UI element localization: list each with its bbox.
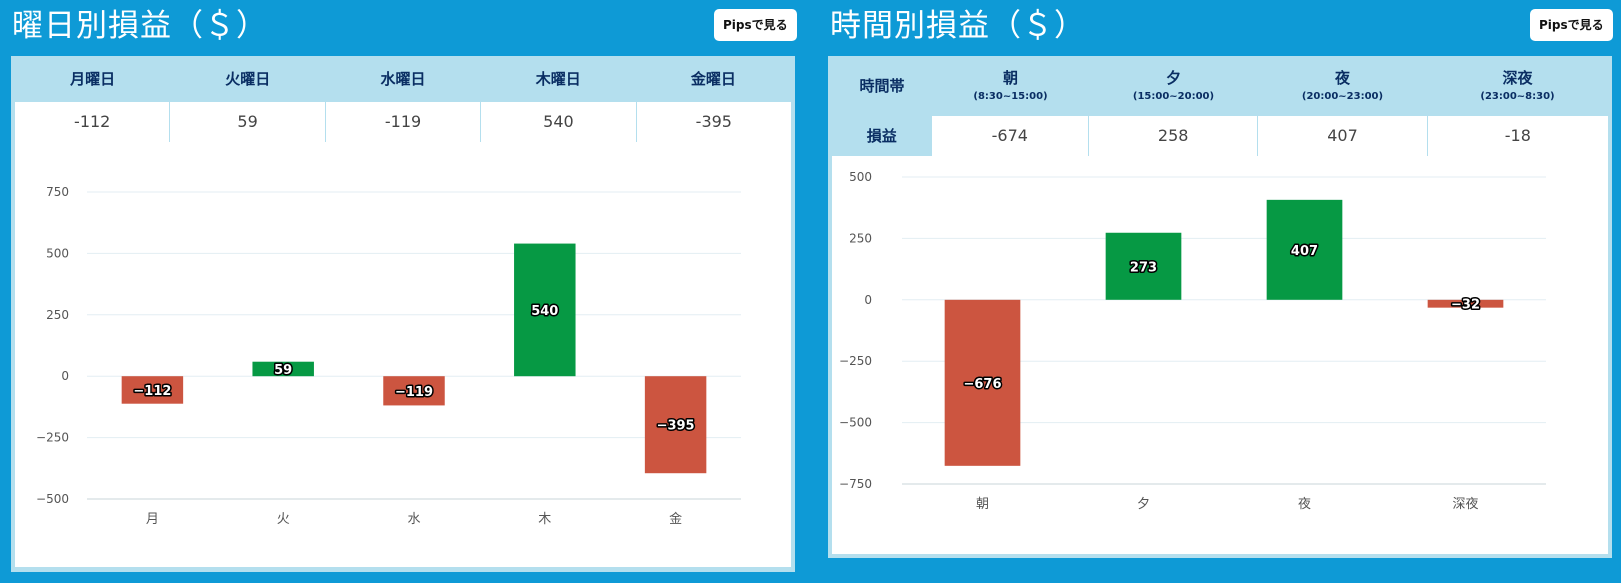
time-header-range: (8:30~15:00) — [973, 91, 1048, 102]
bar — [944, 299, 1021, 466]
time-header-label: 朝 — [1002, 69, 1018, 87]
weekday-header-cell: 月曜日 — [70, 70, 116, 88]
hourly-card: 時間帯 朝 (8:30~15:00) 夕 (15:00~20:00) 夜 (20… — [828, 56, 1612, 558]
bar — [1105, 232, 1182, 300]
bar — [644, 376, 707, 474]
bar — [1266, 199, 1343, 300]
weekday-table-header: 月曜日 火曜日 水曜日 木曜日 金曜日 — [15, 56, 791, 102]
time-value-cell: -674 — [931, 116, 1089, 156]
y-tick-label: 250 — [46, 308, 69, 322]
bar-data-label: −112 — [133, 384, 171, 399]
weekday-card: 月曜日 火曜日 水曜日 木曜日 金曜日 -112 59 -119 540 -39… — [11, 56, 795, 572]
hourly-pnl-panel: 時間別損益（＄） Pipsで見る 時間帯 朝 (8:30~15:00) 夕 (1… — [818, 0, 1621, 583]
y-tick-label: −750 — [839, 477, 872, 491]
bar — [121, 376, 184, 404]
x-tick-label: 朝 — [976, 497, 989, 512]
time-slot-header-label: 時間帯 — [859, 77, 905, 95]
weekday-value-cell: -119 — [326, 102, 482, 142]
time-header-cell: 夕 (15:00~20:00) — [1089, 56, 1258, 116]
bar-data-label: 407 — [1291, 244, 1318, 259]
y-tick-label: 500 — [46, 246, 69, 260]
bar-data-label: −676 — [963, 377, 1001, 392]
y-tick-label: −500 — [36, 492, 69, 506]
hourly-chart-area: 500 250 0 −250 −500 −750 −676 朝 273 夕 407 夜 −32 深夜 — [832, 156, 1608, 554]
weekday-table: 月曜日 火曜日 水曜日 木曜日 金曜日 -112 59 -119 540 -39… — [15, 56, 791, 143]
y-tick-label: 750 — [46, 185, 69, 199]
time-header-cell: 朝 (8:30~15:00) — [932, 56, 1089, 116]
bar — [383, 376, 445, 406]
weekday-value-cell: -395 — [695, 112, 732, 131]
hourly-table: 時間帯 朝 (8:30~15:00) 夕 (15:00~20:00) 夜 (20… — [832, 56, 1608, 156]
bar-data-label: −395 — [657, 419, 695, 434]
y-tick-label: 500 — [849, 170, 872, 184]
time-value-cell: -18 — [1427, 116, 1608, 156]
hourly-table-header: 時間帯 朝 (8:30~15:00) 夕 (15:00~20:00) 夜 (20… — [832, 56, 1608, 116]
bar-data-label: −32 — [1451, 298, 1480, 313]
weekday-value-cell: 59 — [170, 102, 326, 142]
time-value-cell: 407 — [1258, 116, 1428, 156]
x-tick-label: 水 — [407, 512, 420, 527]
time-header-label: 深夜 — [1502, 69, 1533, 87]
time-header-range: (20:00~23:00) — [1301, 91, 1384, 102]
time-header-cell: 深夜 (23:00~8:30) — [1427, 56, 1608, 116]
hourly-table-values: 損益 -674 258 407 -18 — [832, 116, 1608, 156]
x-tick-label: 木 — [538, 512, 551, 527]
bar — [1427, 299, 1504, 308]
x-tick-label: 夜 — [1298, 497, 1311, 512]
weekday-header-cell: 金曜日 — [690, 70, 736, 88]
weekday-chart-area: 750 500 250 0 −250 −500 −112 月 59 火 −119 水 540 木 −395 金 — [15, 142, 791, 567]
time-slot-header: 時間帯 — [832, 56, 932, 116]
weekday-bar-chart: 750 500 250 0 −250 −500 −112 月 59 火 −119 水 540 木 −395 金 — [36, 185, 741, 527]
hourly-bar-chart: 500 250 0 −250 −500 −750 −676 朝 273 夕 407 夜 −32 深夜 — [839, 170, 1546, 512]
bar — [514, 243, 576, 377]
y-tick-label: 250 — [849, 231, 872, 245]
x-tick-label: 月 — [146, 512, 159, 527]
weekday-value-cell: 540 — [481, 102, 637, 142]
y-tick-label: −500 — [839, 416, 872, 430]
y-tick-label: −250 — [839, 354, 872, 368]
weekday-pnl-title: 曜日別損益（＄） — [12, 8, 268, 44]
weekday-header-cell: 水曜日 — [380, 70, 426, 88]
bar-data-label: −119 — [395, 385, 433, 400]
weekday-pips-button[interactable]: Pipsで見る — [714, 9, 797, 41]
weekday-pnl-panel: 曜日別損益（＄） Pipsで見る 月曜日 火曜日 水曜日 木曜日 金曜日 -11… — [0, 0, 806, 583]
y-tick-label: 0 — [61, 369, 69, 383]
bar-data-label: 59 — [274, 363, 292, 378]
x-tick-label: 火 — [277, 512, 290, 527]
weekday-header-cell: 木曜日 — [535, 70, 581, 88]
hourly-pnl-title: 時間別損益（＄） — [830, 8, 1086, 44]
time-header-label: 夕 — [1165, 69, 1181, 87]
time-header-range: (15:00~20:00) — [1132, 91, 1215, 102]
x-tick-label: 深夜 — [1452, 497, 1478, 512]
hourly-pips-button[interactable]: Pipsで見る — [1530, 9, 1613, 41]
time-header-label: 夜 — [1334, 69, 1350, 87]
pnl-row-label: 損益 — [832, 116, 932, 156]
time-header-range: (23:00~8:30) — [1480, 91, 1555, 102]
weekday-table-values: -112 59 -119 540 -395 — [15, 102, 791, 143]
bar — [252, 361, 314, 377]
y-tick-label: 0 — [864, 293, 872, 307]
weekday-value-cell: -112 — [15, 102, 171, 142]
bar-data-label: 273 — [1130, 260, 1157, 275]
time-value-cell: 258 — [1089, 116, 1259, 156]
x-tick-label: 夕 — [1137, 497, 1150, 512]
time-header-cell: 夜 (20:00~23:00) — [1258, 56, 1427, 116]
x-tick-label: 金 — [669, 511, 682, 527]
bar-data-label: 540 — [531, 304, 558, 319]
weekday-header-cell: 火曜日 — [225, 70, 271, 88]
y-tick-label: −250 — [36, 431, 69, 445]
